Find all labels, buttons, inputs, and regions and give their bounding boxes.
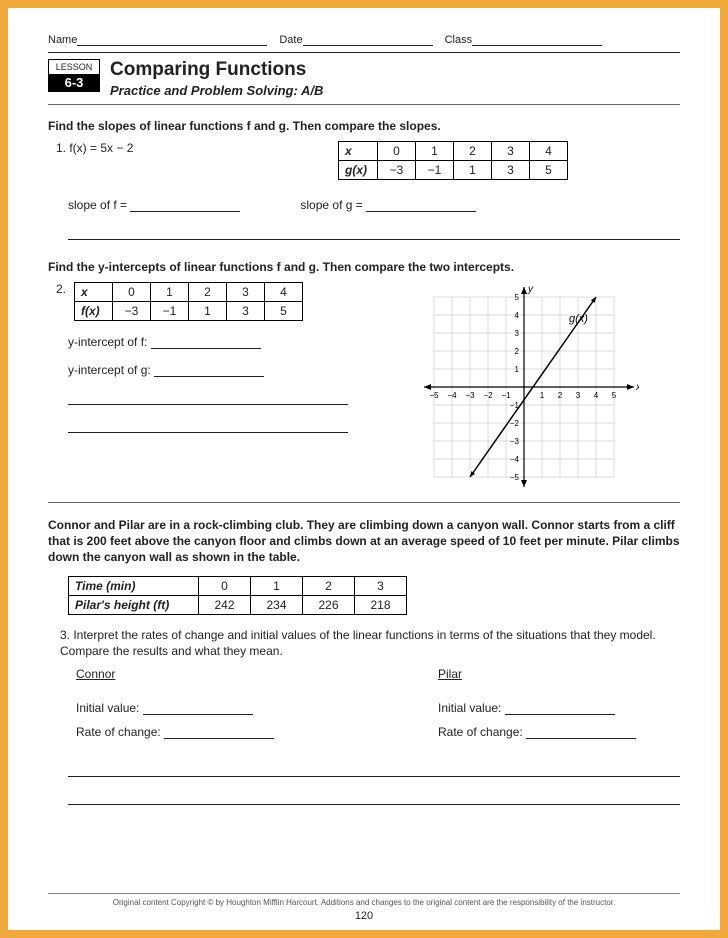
title-rule: [48, 104, 680, 105]
section3-answer-line-2[interactable]: [68, 791, 680, 805]
q1-table: x 0 1 2 3 4 g(x) −3 −1 1 3 5: [338, 141, 568, 180]
connor-heading: Connor: [76, 667, 115, 681]
slope-f-label: slope of f =: [68, 198, 127, 212]
svg-text:−4: −4: [447, 391, 457, 400]
pilar-heading: Pilar: [438, 667, 462, 681]
q2-graph: x y −5−4−3−2−112345−5−4−3−2−112345 g(x): [409, 282, 639, 492]
svg-text:−4: −4: [510, 455, 520, 464]
svg-text:1: 1: [540, 391, 545, 400]
axis-x-label: x: [635, 382, 639, 393]
page-number: 120: [8, 910, 720, 922]
worksheet-page: Name Date Class LESSON 6-3 Comparing Fun…: [8, 8, 720, 930]
name-label: Name: [48, 34, 77, 46]
axis-y-label: y: [527, 284, 534, 295]
q1-th-gx: g(x): [339, 161, 378, 180]
date-blank[interactable]: [303, 34, 433, 46]
header-rule: [48, 52, 680, 53]
section2-rule: [48, 502, 680, 503]
date-label: Date: [279, 34, 302, 46]
section3-answer-line-1[interactable]: [68, 763, 680, 777]
section1-answer-line[interactable]: [68, 226, 680, 240]
svg-text:−2: −2: [483, 391, 493, 400]
q2-table: x 0 1 2 3 4 f(x) −3 −1 1 3 5: [74, 282, 303, 321]
page-subtitle: Practice and Problem Solving: A/B: [110, 83, 323, 98]
svg-text:2: 2: [515, 347, 520, 356]
svg-text:4: 4: [594, 391, 599, 400]
svg-text:5: 5: [515, 293, 520, 302]
lesson-header: LESSON 6-3 Comparing Functions Practice …: [48, 59, 680, 98]
section1-instruction: Find the slopes of linear functions f an…: [48, 119, 680, 133]
svg-text:1: 1: [515, 365, 520, 374]
lesson-badge: LESSON 6-3: [48, 59, 100, 92]
pilar-initial-blank[interactable]: [505, 703, 615, 715]
svg-text:−1: −1: [501, 391, 511, 400]
connor-initial-blank[interactable]: [143, 703, 253, 715]
q1-th-x: x: [339, 142, 378, 161]
pilar-rate-blank[interactable]: [526, 727, 636, 739]
svg-text:−2: −2: [510, 419, 520, 428]
q1-equation: 1. f(x) = 5x − 2: [48, 141, 308, 155]
lesson-label: LESSON: [49, 62, 99, 72]
yint-f-blank[interactable]: [151, 337, 261, 349]
q2-label: 2.: [56, 282, 66, 296]
svg-text:−5: −5: [510, 473, 520, 482]
svg-text:−3: −3: [510, 437, 520, 446]
section2-answer-line-2[interactable]: [68, 419, 348, 433]
slope-g-blank[interactable]: [366, 200, 476, 212]
page-title: Comparing Functions: [110, 59, 323, 81]
connor-rate-blank[interactable]: [164, 727, 274, 739]
svg-text:5: 5: [612, 391, 617, 400]
yint-g-label: y-intercept of g:: [68, 363, 151, 377]
svg-text:3: 3: [576, 391, 581, 400]
slope-f-blank[interactable]: [130, 200, 240, 212]
class-label: Class: [445, 34, 473, 46]
yint-g-blank[interactable]: [154, 365, 264, 377]
q3-table: Time (min) 0 1 2 3 Pilar's height (ft) 2…: [68, 576, 407, 615]
svg-text:3: 3: [515, 329, 520, 338]
svg-text:4: 4: [515, 311, 520, 320]
section2-instruction: Find the y-intercepts of linear function…: [48, 260, 680, 274]
slope-g-label: slope of g =: [300, 198, 362, 212]
graph-function-label: g(x): [569, 313, 588, 325]
svg-text:2: 2: [558, 391, 563, 400]
q3-prompt: 3. Interpret the rates of change and ini…: [60, 627, 680, 659]
copyright-text: Original content Copyright © by Houghton…: [8, 898, 720, 907]
section2-answer-line-1[interactable]: [68, 391, 348, 405]
svg-text:−5: −5: [429, 391, 439, 400]
class-blank[interactable]: [472, 34, 602, 46]
lesson-number: 6-3: [49, 74, 99, 91]
yint-f-label: y-intercept of f:: [68, 335, 147, 349]
section3-text: Connor and Pilar are in a rock-climbing …: [48, 517, 680, 566]
name-blank[interactable]: [77, 34, 267, 46]
page-footer: Original content Copyright © by Houghton…: [8, 893, 720, 922]
svg-text:−3: −3: [465, 391, 475, 400]
header-fields: Name Date Class: [48, 34, 680, 46]
